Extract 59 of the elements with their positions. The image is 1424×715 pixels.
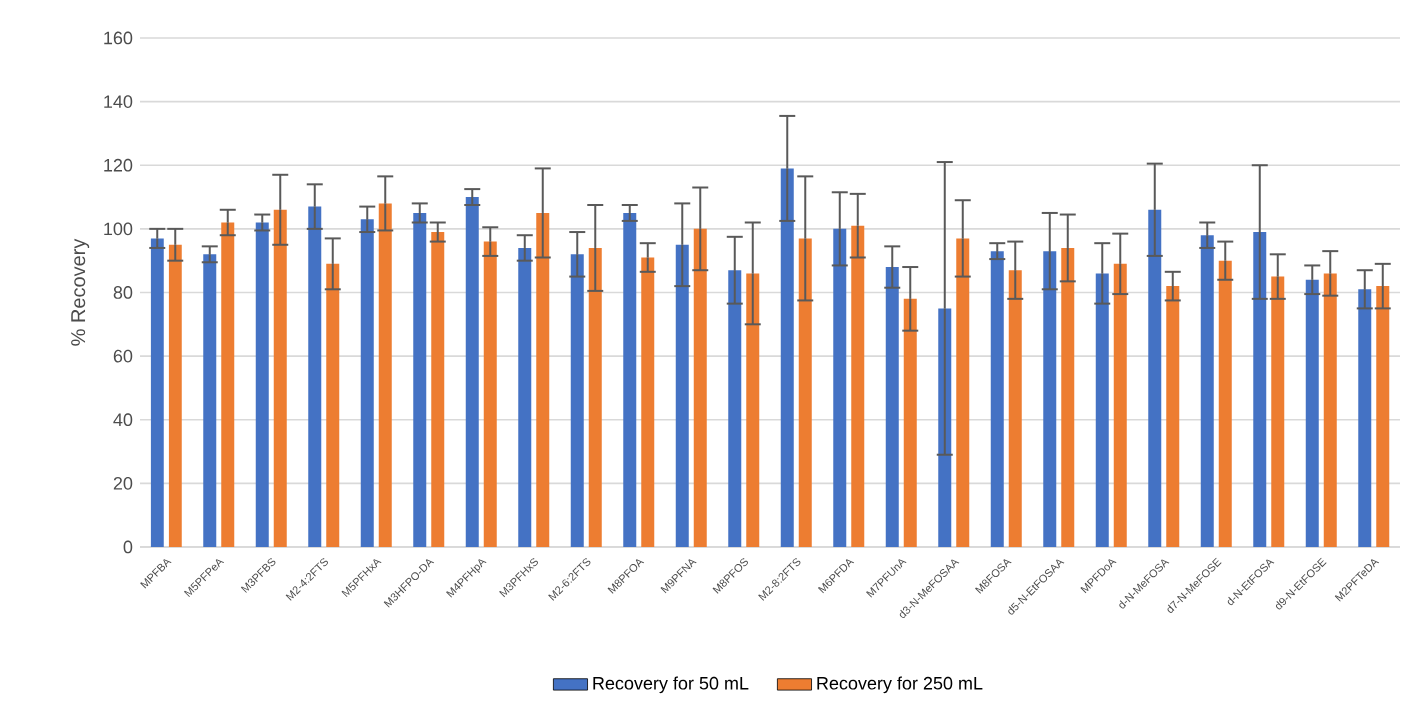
bar (483, 241, 497, 547)
bar (623, 212, 637, 547)
bar (431, 232, 445, 547)
bar (255, 222, 269, 547)
bar (1376, 286, 1390, 547)
bar (378, 203, 392, 547)
y-tick-label: 20 (113, 476, 133, 490)
bar (641, 257, 655, 547)
bar (1323, 273, 1337, 547)
bar (746, 273, 760, 547)
bar (413, 212, 427, 547)
bar (203, 254, 217, 547)
bar (1200, 235, 1214, 547)
bar (1095, 273, 1109, 547)
bar (1358, 289, 1372, 547)
bar (1271, 276, 1285, 547)
bar (1113, 263, 1127, 547)
bar (728, 270, 742, 547)
bar (1148, 209, 1162, 547)
bar (798, 238, 812, 547)
legend-label: Recovery for 50 mL (593, 676, 749, 694)
bar (588, 247, 602, 547)
y-tick-label: 160 (104, 31, 133, 45)
y-tick-label: 120 (104, 158, 133, 172)
bar (956, 238, 970, 547)
bar (1043, 251, 1057, 547)
y-tick-label: 60 (113, 349, 133, 363)
y-tick-label: 140 (104, 95, 133, 108)
bar (675, 244, 689, 547)
y-tick-label: 80 (113, 286, 133, 299)
legend-label: Recovery for 250 mL (817, 676, 983, 694)
y-axis-title: % Recovery (71, 238, 90, 346)
bar (168, 244, 182, 547)
bar (326, 263, 340, 547)
bar (150, 238, 164, 547)
bar (308, 206, 322, 547)
bar (221, 222, 235, 547)
bar (780, 168, 794, 547)
bar (885, 267, 899, 547)
bar (465, 197, 479, 547)
bar (851, 225, 865, 547)
bar (1061, 247, 1075, 547)
bar (1008, 270, 1022, 547)
bar (518, 247, 532, 547)
bar (1218, 260, 1232, 547)
bar (1305, 279, 1319, 547)
bar (833, 228, 847, 547)
bar (570, 254, 584, 547)
bar (360, 219, 374, 547)
bar (1166, 286, 1180, 547)
y-tick-label: 40 (113, 413, 133, 427)
bar (273, 209, 287, 547)
y-tick-label: 100 (104, 222, 133, 236)
y-tick-label: 0 (123, 540, 133, 554)
bar (990, 251, 1004, 547)
bar (903, 298, 917, 547)
bar (536, 212, 550, 547)
bar (693, 228, 707, 547)
bar (1253, 232, 1267, 547)
